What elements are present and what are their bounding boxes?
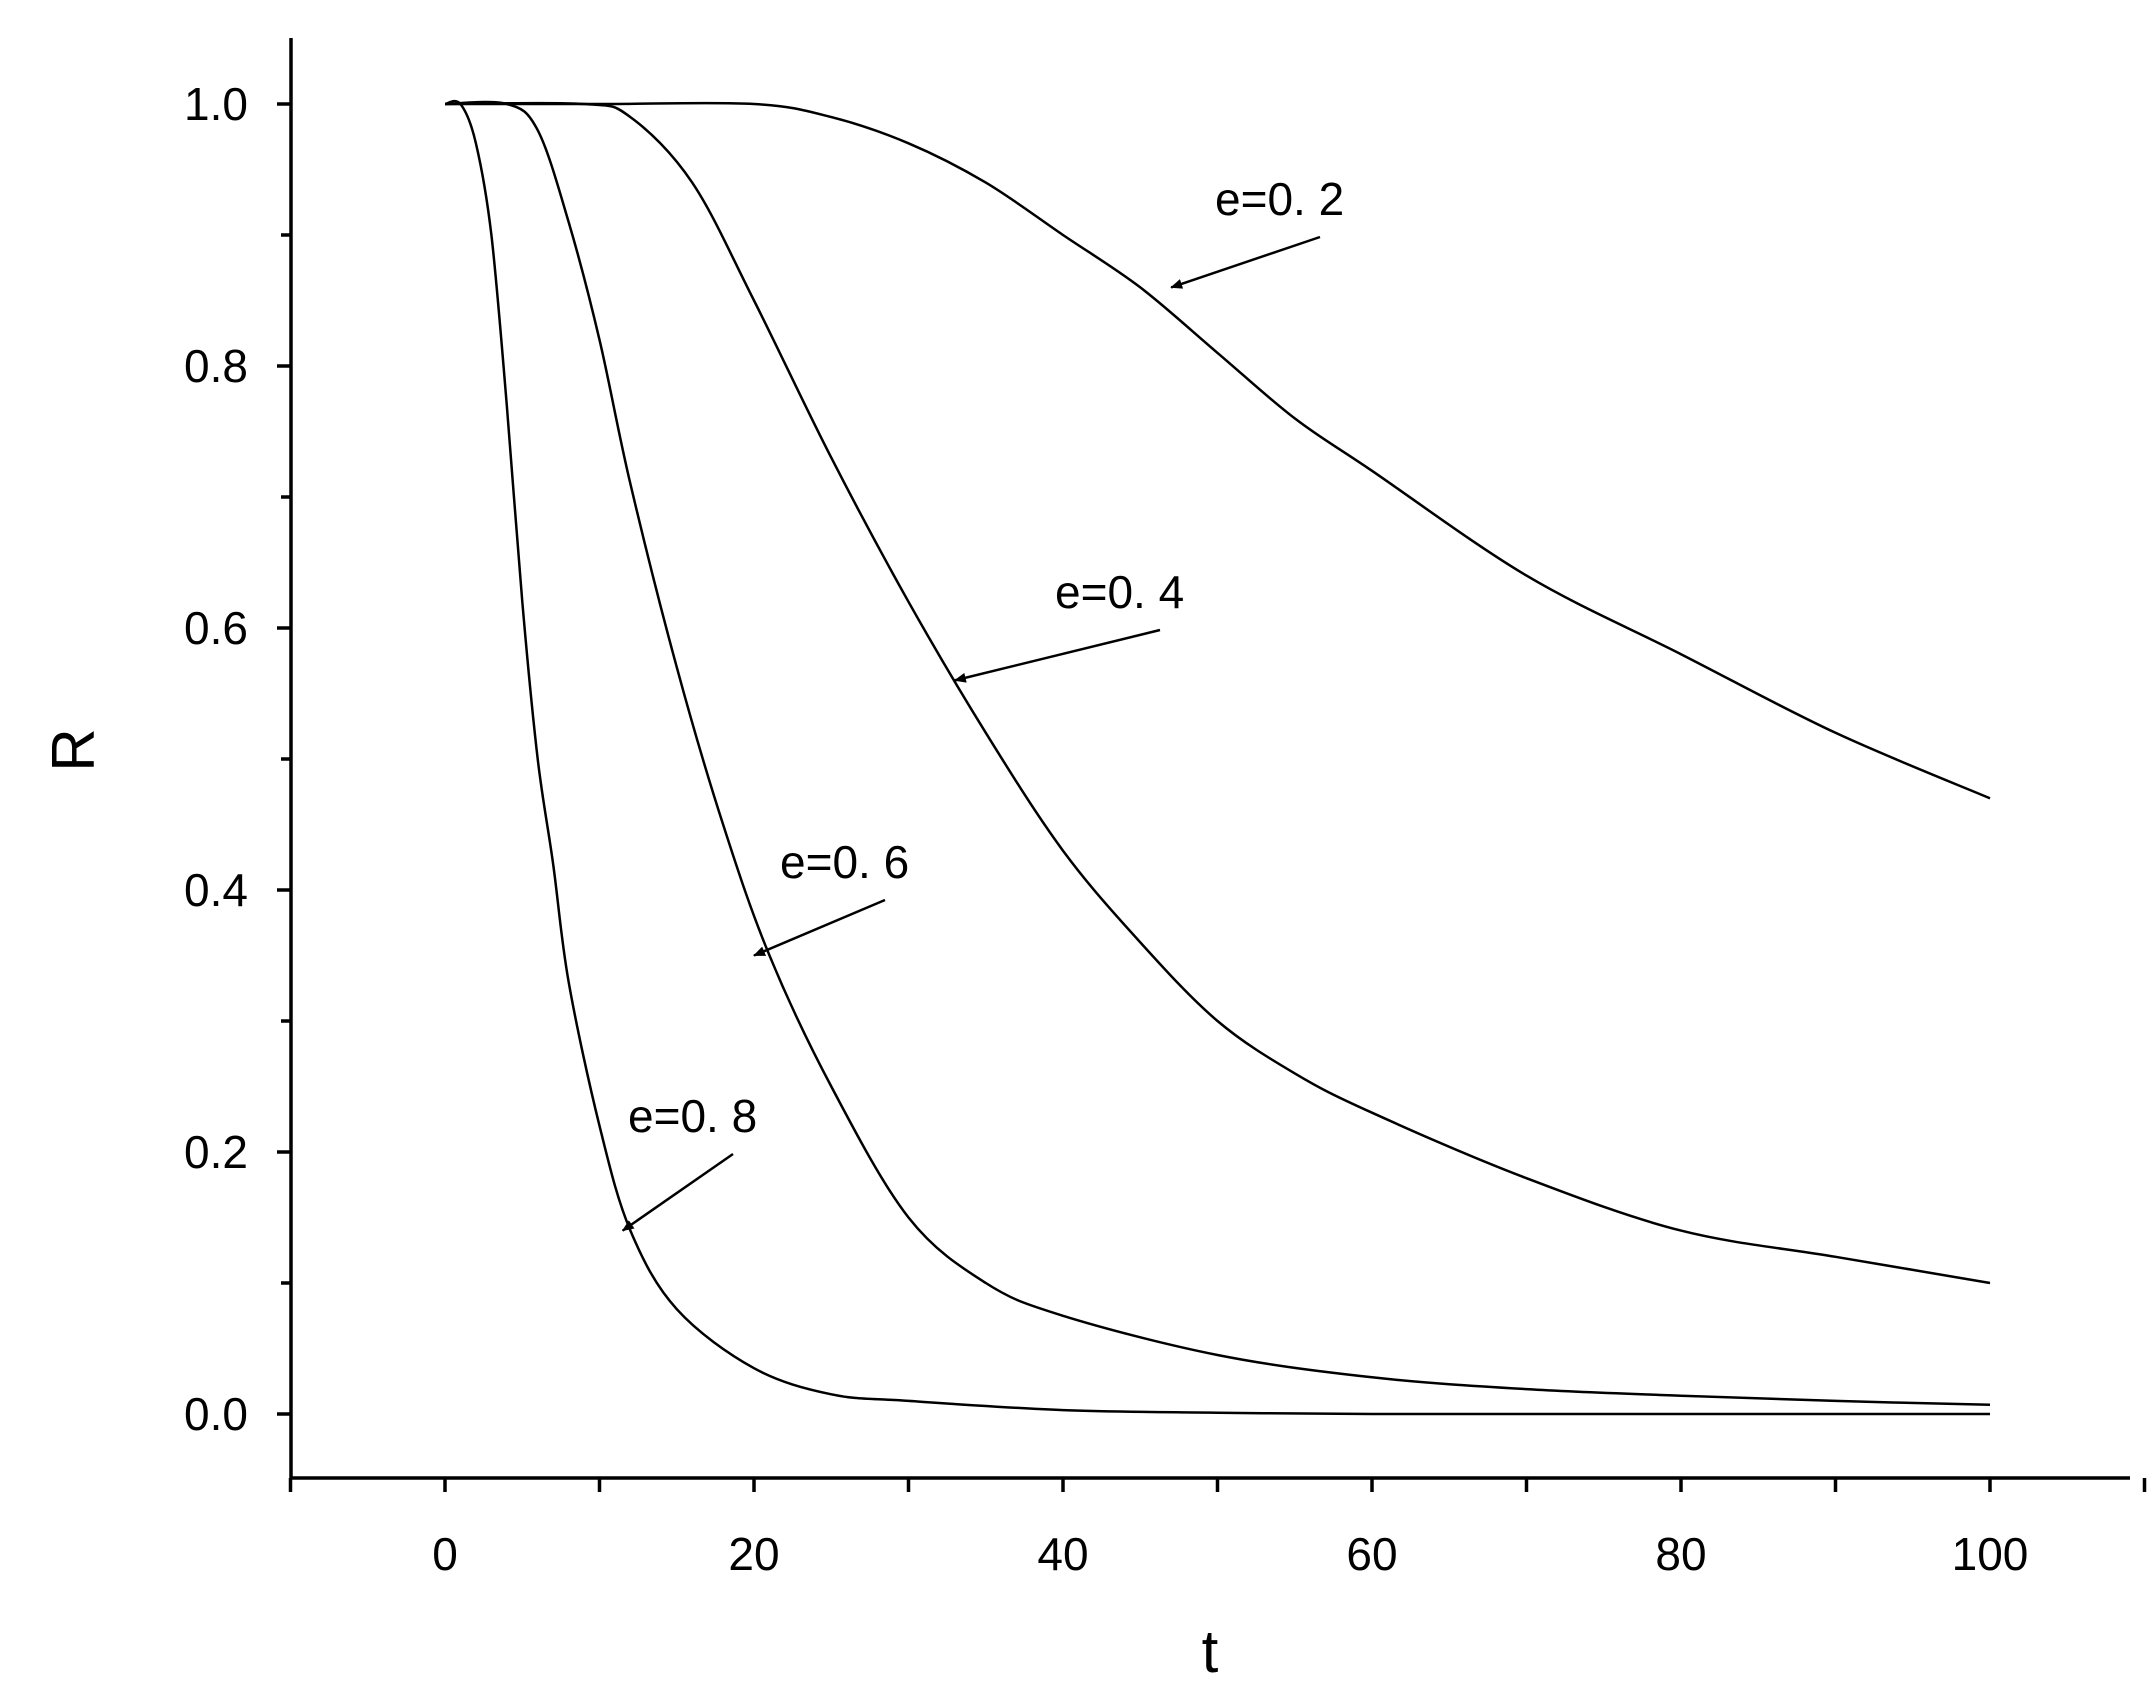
y-tick-label: 0.8 [184, 340, 248, 392]
series-group [444, 99, 1991, 1416]
y-tick-label: 0.2 [184, 1126, 248, 1178]
annotation-label: e=0. 6 [780, 836, 909, 888]
annotation-arrow [753, 898, 886, 957]
x-tick-label: 40 [1037, 1528, 1088, 1580]
y-tick-label: 0.4 [184, 864, 248, 916]
annotation-group: e=0. 2 e=0. 4 e=0. 6 e=0. 8 [621, 173, 1344, 1232]
x-tick-label: 100 [1952, 1528, 2029, 1580]
annotation-arrow [953, 628, 1161, 683]
x-tick-label: 20 [728, 1528, 779, 1580]
tick-group: 0 20 40 60 80 100 0.0 0.2 0.4 0.6 0.8 1.0 [184, 78, 2147, 1580]
series-line-1 [444, 101, 1991, 800]
annotation-arrow [621, 1152, 734, 1232]
x-axis-title: t [1202, 1618, 1219, 1685]
annotation-label: e=0. 8 [628, 1090, 757, 1142]
annotation-arrow [1170, 235, 1321, 289]
x-tick-label: 60 [1346, 1528, 1397, 1580]
x-tick-label: 0 [432, 1528, 458, 1580]
annotation-label: e=0. 4 [1055, 566, 1184, 618]
series-line-2 [444, 101, 1991, 1285]
series-line-3 [444, 100, 1991, 1407]
x-tick-label: 80 [1655, 1528, 1706, 1580]
y-tick-label: 0.0 [184, 1388, 248, 1440]
y-tick-label: 0.6 [184, 602, 248, 654]
y-tick-label: 1.0 [184, 78, 248, 130]
y-axis-title: R [40, 728, 107, 771]
annotation-label: e=0. 2 [1215, 173, 1344, 225]
series-line-4 [444, 99, 1990, 1416]
